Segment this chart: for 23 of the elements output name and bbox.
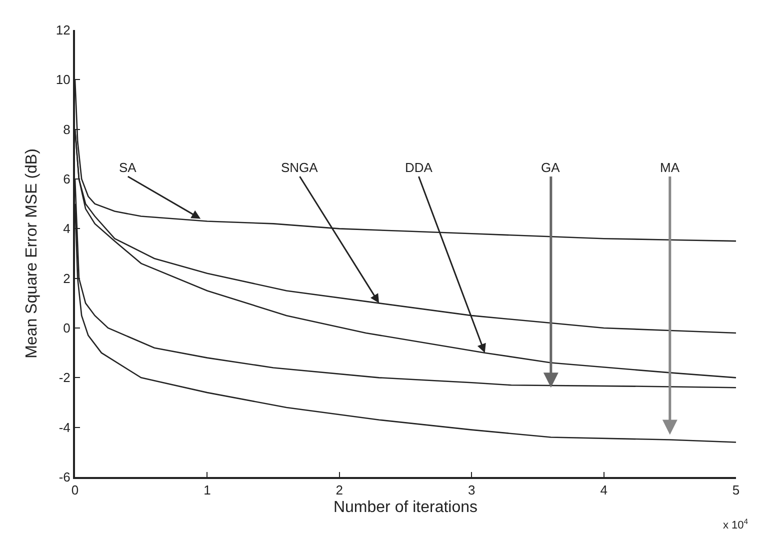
x-tick-label: 1 [204, 482, 211, 498]
y-tick-label: 6 [63, 172, 70, 187]
annotation: DDA [405, 160, 433, 175]
y-tick-label: 12 [56, 22, 70, 38]
y-tick-label: 4 [63, 221, 70, 236]
y-tick-label: 2 [63, 270, 70, 286]
text: x 10$^{4}$ [723, 517, 749, 532]
x-tick-label: 5 [732, 482, 740, 498]
annotation: SA [119, 160, 137, 175]
annotation: GA [541, 160, 560, 175]
x-tick-label: 4 [600, 482, 608, 498]
annotation: MA [660, 160, 680, 175]
y-tick-label: 10 [56, 72, 70, 88]
y-tick-label: -4 [58, 420, 70, 435]
y-tick-label: 8 [63, 122, 70, 137]
y-tick-label: -6 [58, 470, 70, 485]
y-tick-label: -2 [58, 370, 70, 386]
x-tick-label: 2 [336, 482, 344, 498]
x-axis-title: Number of iterations [333, 498, 478, 516]
x-tick-label: 3 [468, 482, 476, 498]
y-axis-title: Mean Square Error MSE (dB) [23, 148, 40, 358]
y-tick-label: 0 [63, 320, 70, 336]
annotation: SNGA [281, 160, 318, 175]
